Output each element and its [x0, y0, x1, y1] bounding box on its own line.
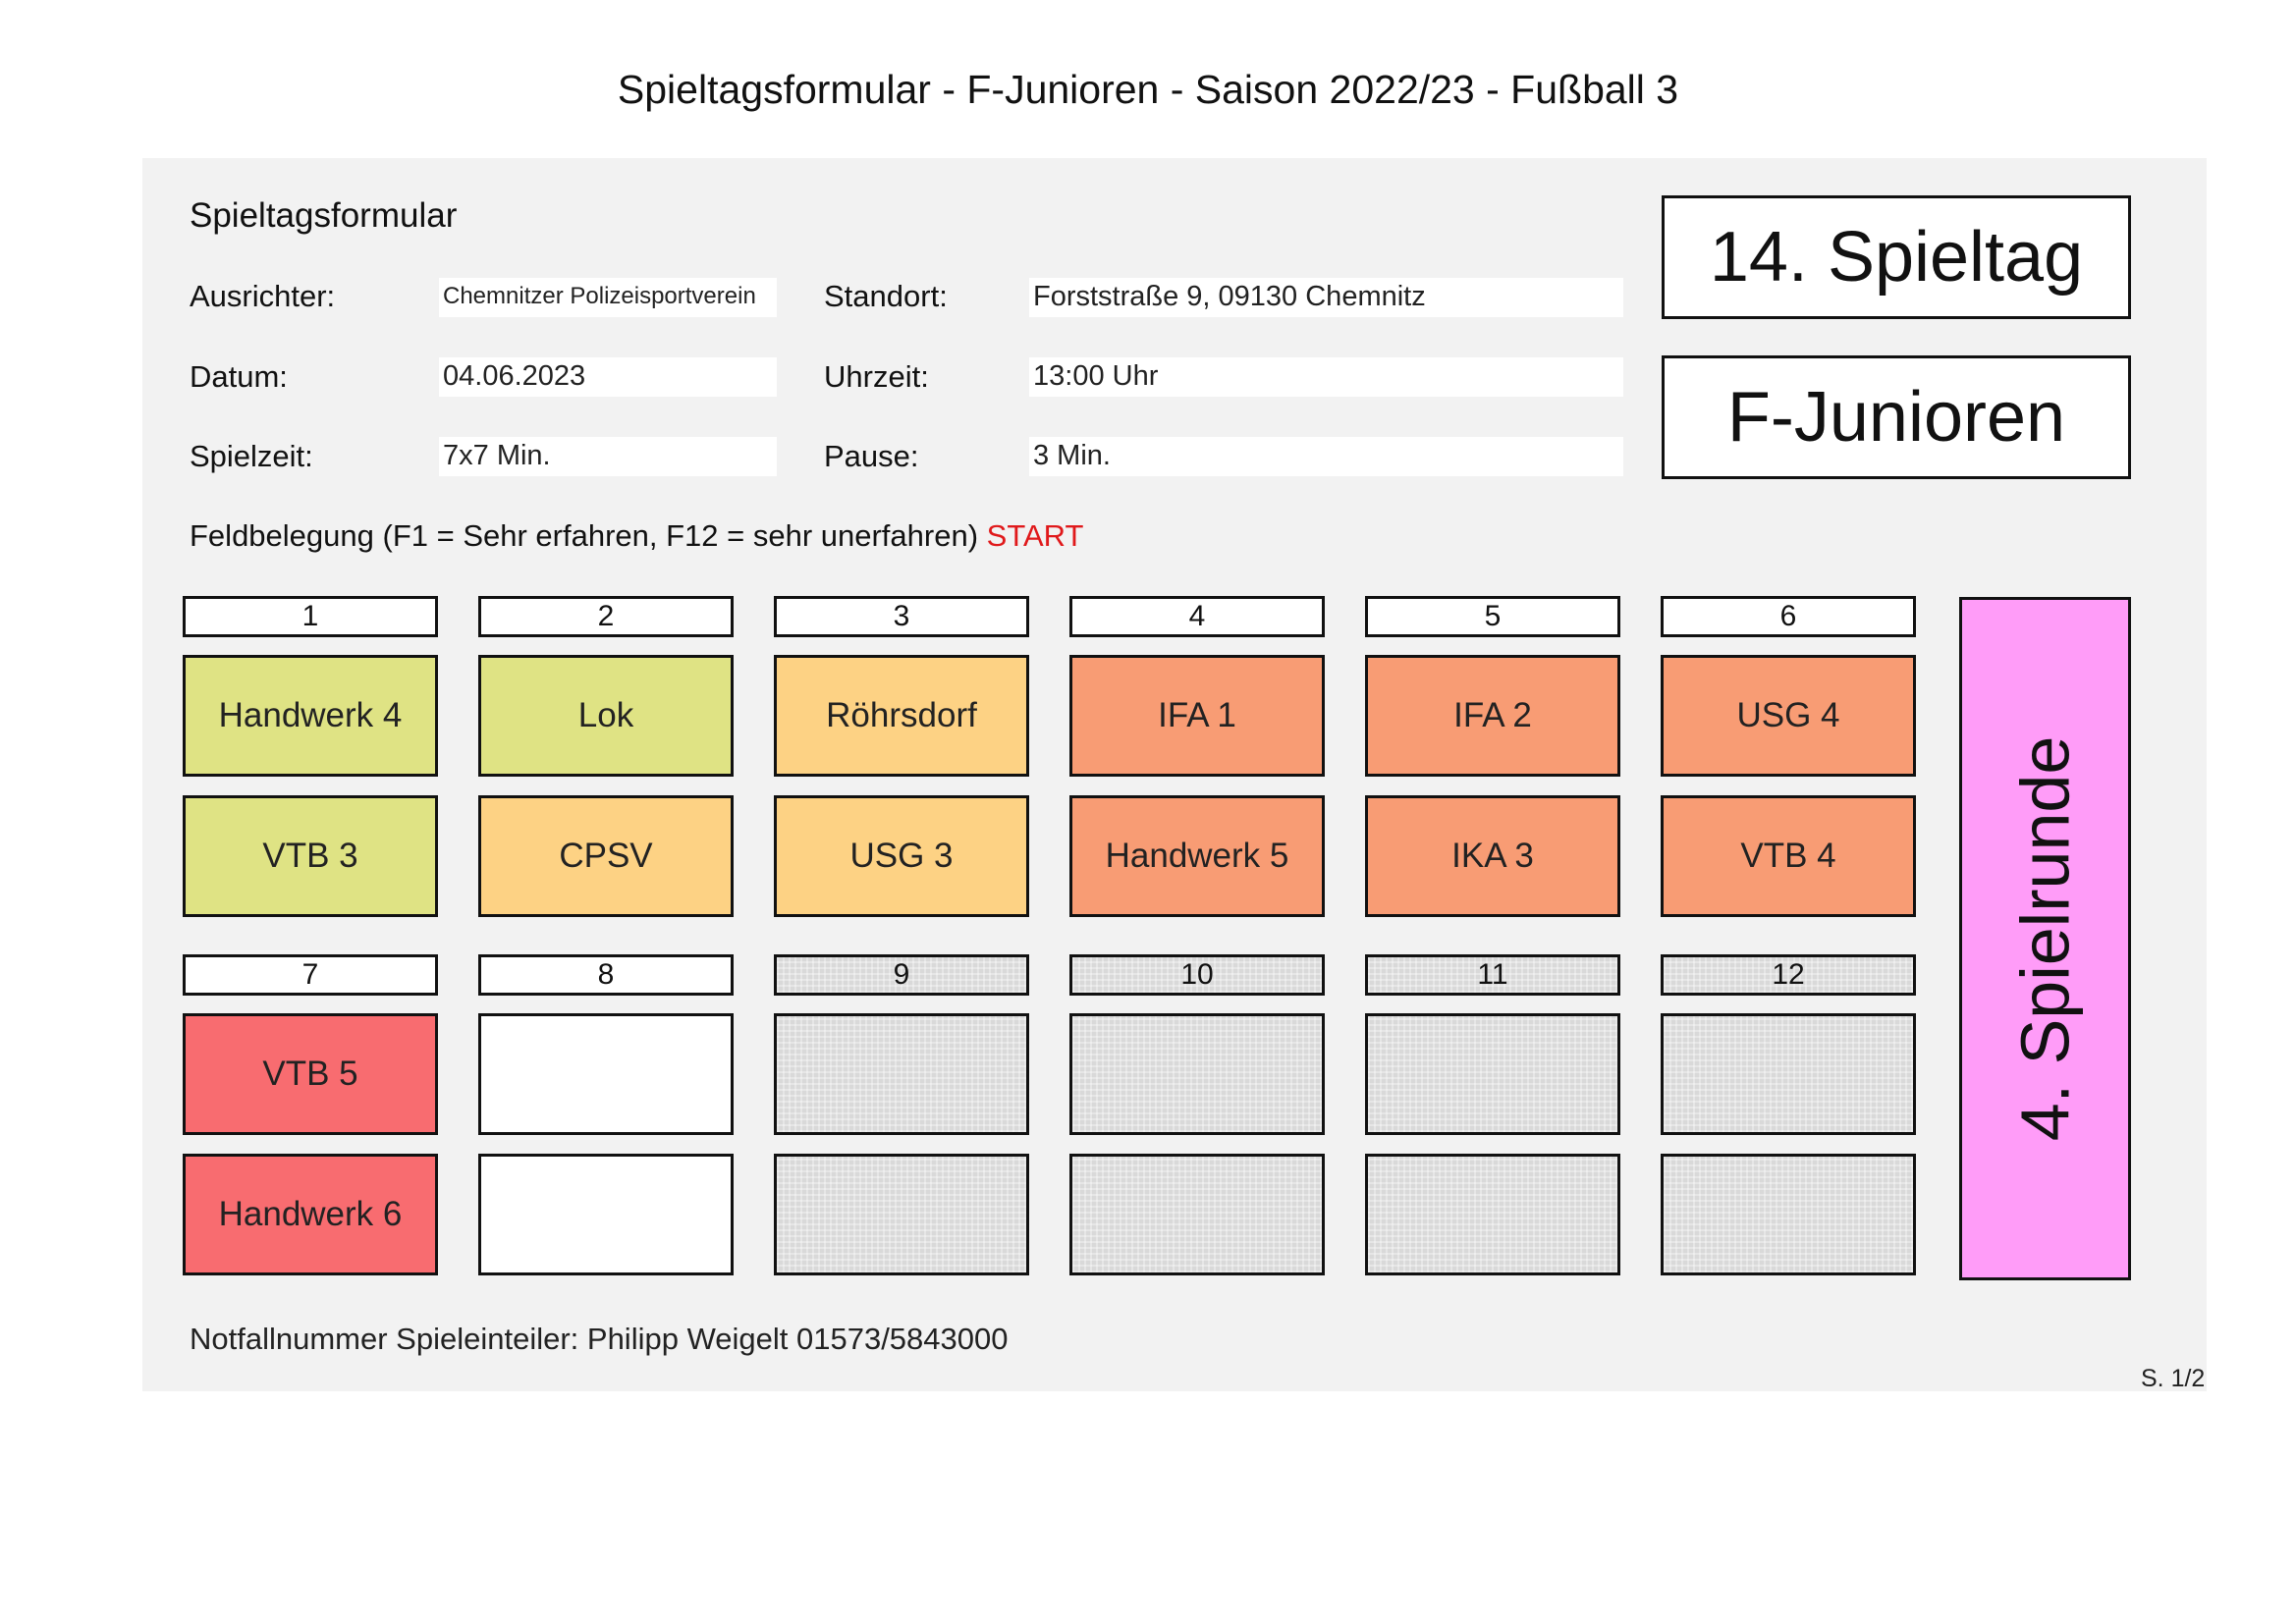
field-number-11: 11: [1365, 954, 1620, 996]
standort-label: Standort:: [824, 279, 948, 313]
field-number-9: 9: [774, 954, 1029, 996]
field-assignment-heading: Feldbelegung (F1 = Sehr erfahren, F12 = …: [190, 518, 1083, 554]
field-number-6: 6: [1661, 596, 1916, 637]
round-box: 4. Spielrunde: [1959, 597, 2131, 1280]
field-1-team-a[interactable]: Handwerk 4: [183, 655, 438, 777]
field-2-team-b[interactable]: CPSV: [478, 795, 734, 917]
pause-label: Pause:: [824, 439, 919, 473]
field-6-team-a[interactable]: USG 4: [1661, 655, 1916, 777]
field-11-team-a[interactable]: [1365, 1013, 1620, 1135]
page-number: S. 1/2: [2141, 1365, 2206, 1392]
field-number-5: 5: [1365, 596, 1620, 637]
matchday-text: 14. Spieltag: [1709, 218, 2084, 297]
ausrichter-field[interactable]: Chemnitzer Polizeisportverein: [439, 278, 777, 317]
field-12-team-b[interactable]: [1661, 1154, 1916, 1275]
datum-field[interactable]: 04.06.2023: [439, 357, 777, 397]
matchday-box: 14. Spieltag: [1662, 195, 2131, 319]
age-group-text: F-Junioren: [1726, 378, 2066, 457]
form-heading: Spieltagsformular: [190, 196, 458, 235]
field-3-team-b[interactable]: USG 3: [774, 795, 1029, 917]
field-12-team-a[interactable]: [1661, 1013, 1916, 1135]
datum-label: Datum:: [190, 359, 288, 394]
ausrichter-label: Ausrichter:: [190, 279, 336, 313]
field-5-team-a[interactable]: IFA 2: [1365, 655, 1620, 777]
field-assignment-legend: Feldbelegung (F1 = Sehr erfahren, F12 = …: [190, 518, 987, 553]
field-4-team-b[interactable]: Handwerk 5: [1069, 795, 1325, 917]
pause-field[interactable]: 3 Min.: [1029, 437, 1623, 476]
field-number-1: 1: [183, 596, 438, 637]
spielzeit-field[interactable]: 7x7 Min.: [439, 437, 777, 476]
field-10-team-b[interactable]: [1069, 1154, 1325, 1275]
spielzeit-label: Spielzeit:: [190, 439, 313, 473]
field-7-team-a[interactable]: VTB 5: [183, 1013, 438, 1135]
uhrzeit-field[interactable]: 13:00 Uhr: [1029, 357, 1623, 397]
field-8-team-a[interactable]: [478, 1013, 734, 1135]
field-5-team-b[interactable]: IKA 3: [1365, 795, 1620, 917]
field-number-7: 7: [183, 954, 438, 996]
field-number-10: 10: [1069, 954, 1325, 996]
field-7-team-b[interactable]: Handwerk 6: [183, 1154, 438, 1275]
field-6-team-b[interactable]: VTB 4: [1661, 795, 1916, 917]
field-number-12: 12: [1661, 954, 1916, 996]
emergency-contact: Notfallnummer Spieleinteiler: Philipp We…: [190, 1322, 1009, 1356]
round-label: 4. Spielrunde: [2006, 735, 2084, 1142]
field-number-8: 8: [478, 954, 734, 996]
field-9-team-a[interactable]: [774, 1013, 1029, 1135]
field-number-4: 4: [1069, 596, 1325, 637]
age-group-box: F-Junioren: [1662, 355, 2131, 479]
field-1-team-b[interactable]: VTB 3: [183, 795, 438, 917]
standort-field[interactable]: Forststraße 9, 09130 Chemnitz: [1029, 278, 1623, 317]
field-8-team-b[interactable]: [478, 1154, 734, 1275]
field-number-2: 2: [478, 596, 734, 637]
field-10-team-a[interactable]: [1069, 1013, 1325, 1135]
start-marker: START: [986, 518, 1084, 553]
field-2-team-a[interactable]: Lok: [478, 655, 734, 777]
page-title: Spieltagsformular - F-Junioren - Saison …: [617, 67, 1679, 112]
field-number-3: 3: [774, 596, 1029, 637]
field-3-team-a[interactable]: Röhrsdorf: [774, 655, 1029, 777]
uhrzeit-label: Uhrzeit:: [824, 359, 929, 394]
field-11-team-b[interactable]: [1365, 1154, 1620, 1275]
field-9-team-b[interactable]: [774, 1154, 1029, 1275]
field-4-team-a[interactable]: IFA 1: [1069, 655, 1325, 777]
